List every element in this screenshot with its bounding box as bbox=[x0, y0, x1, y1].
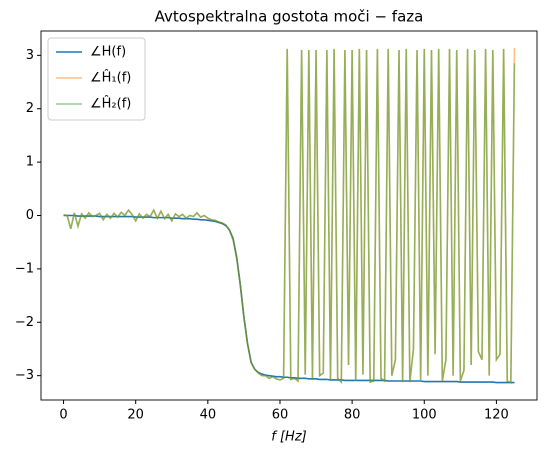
y-tick-label: −3 bbox=[15, 368, 34, 383]
x-tick-label: 100 bbox=[412, 408, 437, 423]
x-tick-label: 20 bbox=[127, 408, 144, 423]
legend-label: ∠Ĥ₂(f) bbox=[90, 96, 131, 112]
legend-label: ∠Ĥ₁(f) bbox=[90, 70, 131, 86]
series-line bbox=[63, 214, 515, 384]
y-tick-label: −1 bbox=[15, 261, 34, 276]
legend-label: ∠H(f) bbox=[90, 45, 126, 60]
x-tick-label: 40 bbox=[200, 408, 217, 423]
x-tick-label: 0 bbox=[59, 408, 67, 423]
legend-box bbox=[47, 37, 146, 121]
x-axis-label: f [Hz] bbox=[271, 430, 306, 445]
y-tick-label: 3 bbox=[26, 48, 34, 63]
y-tick-label: 0 bbox=[26, 208, 34, 223]
x-tick-label: 60 bbox=[272, 408, 289, 423]
chart-title: Avtospektralna gostota moči − faza bbox=[155, 8, 424, 26]
plot-frame bbox=[40, 30, 538, 401]
x-tick-label: 80 bbox=[344, 408, 361, 423]
x-tick-label: 120 bbox=[484, 408, 509, 423]
y-tick-label: 2 bbox=[26, 101, 34, 116]
y-tick-label: −2 bbox=[15, 315, 34, 330]
y-tick-label: 1 bbox=[26, 155, 34, 170]
series-line bbox=[63, 48, 516, 385]
